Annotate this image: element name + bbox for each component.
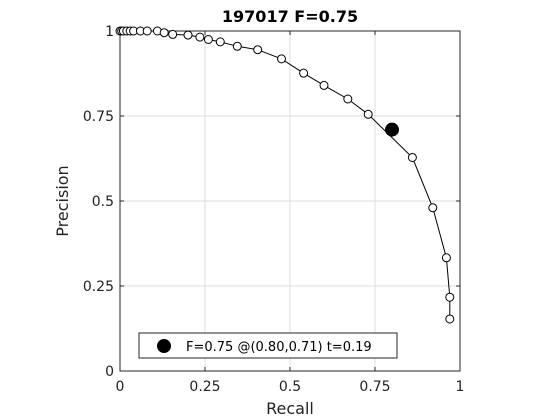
chart-title: 197017 F=0.75 (222, 7, 358, 26)
grid (119, 30, 461, 372)
series-markers (115, 26, 455, 324)
legend-marker (157, 339, 171, 353)
y-tick-label: 0 (105, 364, 114, 380)
x-tick-label: 0.75 (359, 379, 390, 395)
tick-labels: 0 0.25 0.5 0.75 1 0 0.25 0.5 0.75 1 (83, 24, 465, 395)
data-point (343, 94, 353, 104)
data-point (232, 41, 242, 51)
data-point (445, 314, 455, 324)
y-tick-label: 1 (105, 24, 114, 40)
legend-text: F=0.75 @(0.80,0.71) t=0.19 (186, 340, 372, 355)
data-point (407, 152, 417, 162)
data-point (428, 203, 438, 213)
y-tick-label: 0.25 (83, 279, 114, 295)
data-point (183, 30, 193, 40)
data-point (203, 35, 213, 44)
data-point (253, 45, 263, 55)
data-point (215, 37, 225, 47)
data-point (142, 26, 152, 36)
x-tick-label: 0 (116, 379, 125, 395)
legend-box (138, 332, 398, 359)
data-point (277, 54, 286, 64)
x-tick-label: 0.25 (189, 379, 220, 395)
data-point (445, 292, 455, 302)
data-point (441, 253, 451, 263)
y-tick-label: 0.75 (83, 109, 114, 125)
x-tick-label: 0.5 (279, 379, 301, 395)
best-f-point (385, 122, 399, 137)
data-point (363, 109, 373, 119)
series-line (120, 30, 451, 319)
data-point (319, 80, 329, 90)
data-point (159, 28, 169, 38)
x-tick-label: 1 (456, 379, 465, 395)
x-axis-label: Recall (266, 399, 314, 418)
data-point (168, 29, 178, 39)
legend: F=0.75 @(0.80,0.71) t=0.19 (138, 332, 398, 359)
data-point (195, 32, 205, 42)
y-axis-label: Precision (53, 165, 72, 236)
y-tick-label: 0.5 (92, 194, 114, 210)
data-point (299, 68, 309, 78)
